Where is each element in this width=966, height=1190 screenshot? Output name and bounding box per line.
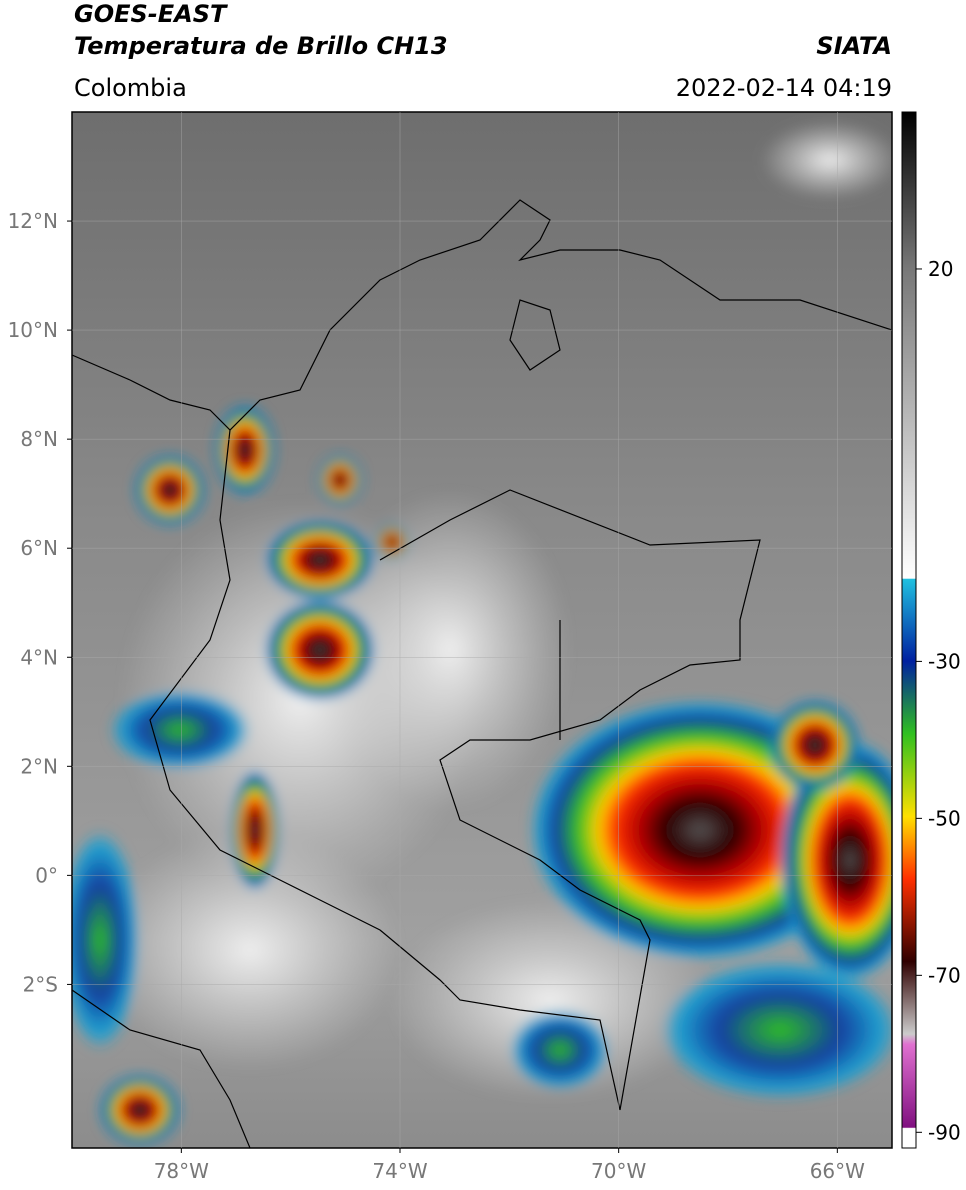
y-tick-label: 10°N [8,318,58,342]
source: SIATA [816,32,892,60]
region: Colombia [74,74,187,102]
timestamp: 2022-02-14 04:19 [676,74,892,102]
y-tick-label: 4°N [20,645,58,669]
x-tick-label: 78°W [154,1159,209,1183]
y-tick-label: 0° [35,863,58,887]
colorbar-tick-label: 20 [928,257,953,281]
x-tick-label: 70°W [591,1159,646,1183]
title: GOES-EAST [74,0,228,28]
x-tick-label: 66°W [810,1159,865,1183]
y-tick-label: 6°N [20,536,58,560]
colorbar [901,111,917,1149]
y-tick-label: 2°S [23,972,58,996]
y-tick-label: 8°N [20,427,58,451]
subtitle: Temperatura de Brillo CH13 [74,32,448,60]
x-tick-label: 74°W [372,1159,427,1183]
colorbar-tick-label: -70 [928,963,961,987]
map-frame [71,111,893,1149]
y-tick-label: 12°N [8,209,58,233]
colorbar-tick-label: -90 [928,1120,961,1144]
colorbar-tick-label: -30 [928,649,961,673]
y-tick-label: 2°N [20,754,58,778]
colorbar-tick-label: -50 [928,806,961,830]
map-image [72,112,892,1148]
